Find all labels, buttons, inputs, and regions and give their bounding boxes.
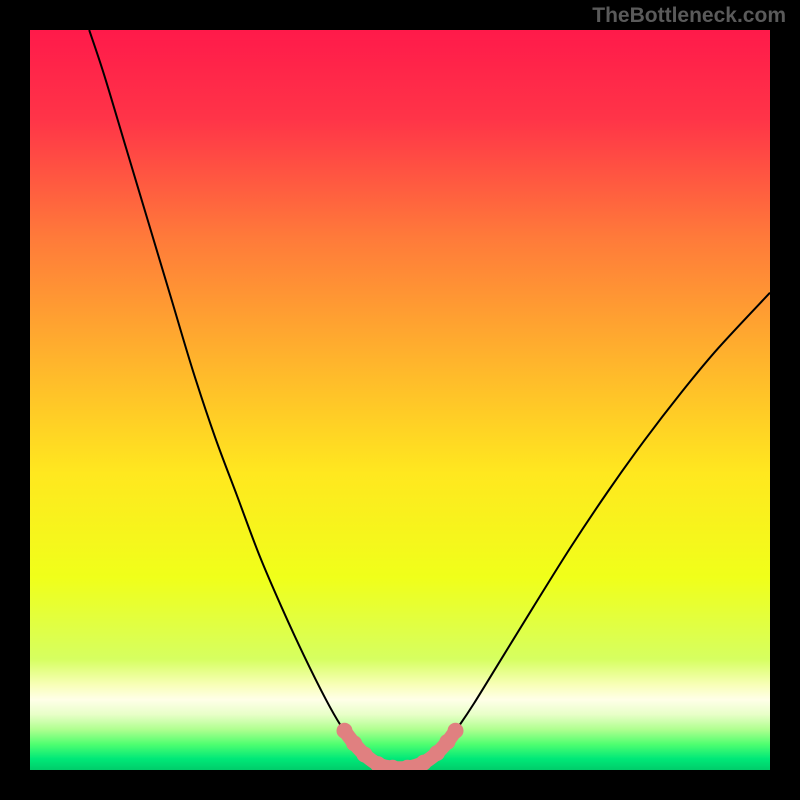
pink-marker — [416, 755, 432, 770]
chart-background — [30, 30, 770, 770]
chart-frame: TheBottleneck.com — [0, 0, 800, 800]
bottleneck-chart — [30, 30, 770, 770]
watermark-text: TheBottleneck.com — [592, 4, 786, 28]
pink-marker — [337, 723, 353, 739]
pink-marker — [448, 723, 464, 739]
pink-marker — [356, 746, 372, 762]
